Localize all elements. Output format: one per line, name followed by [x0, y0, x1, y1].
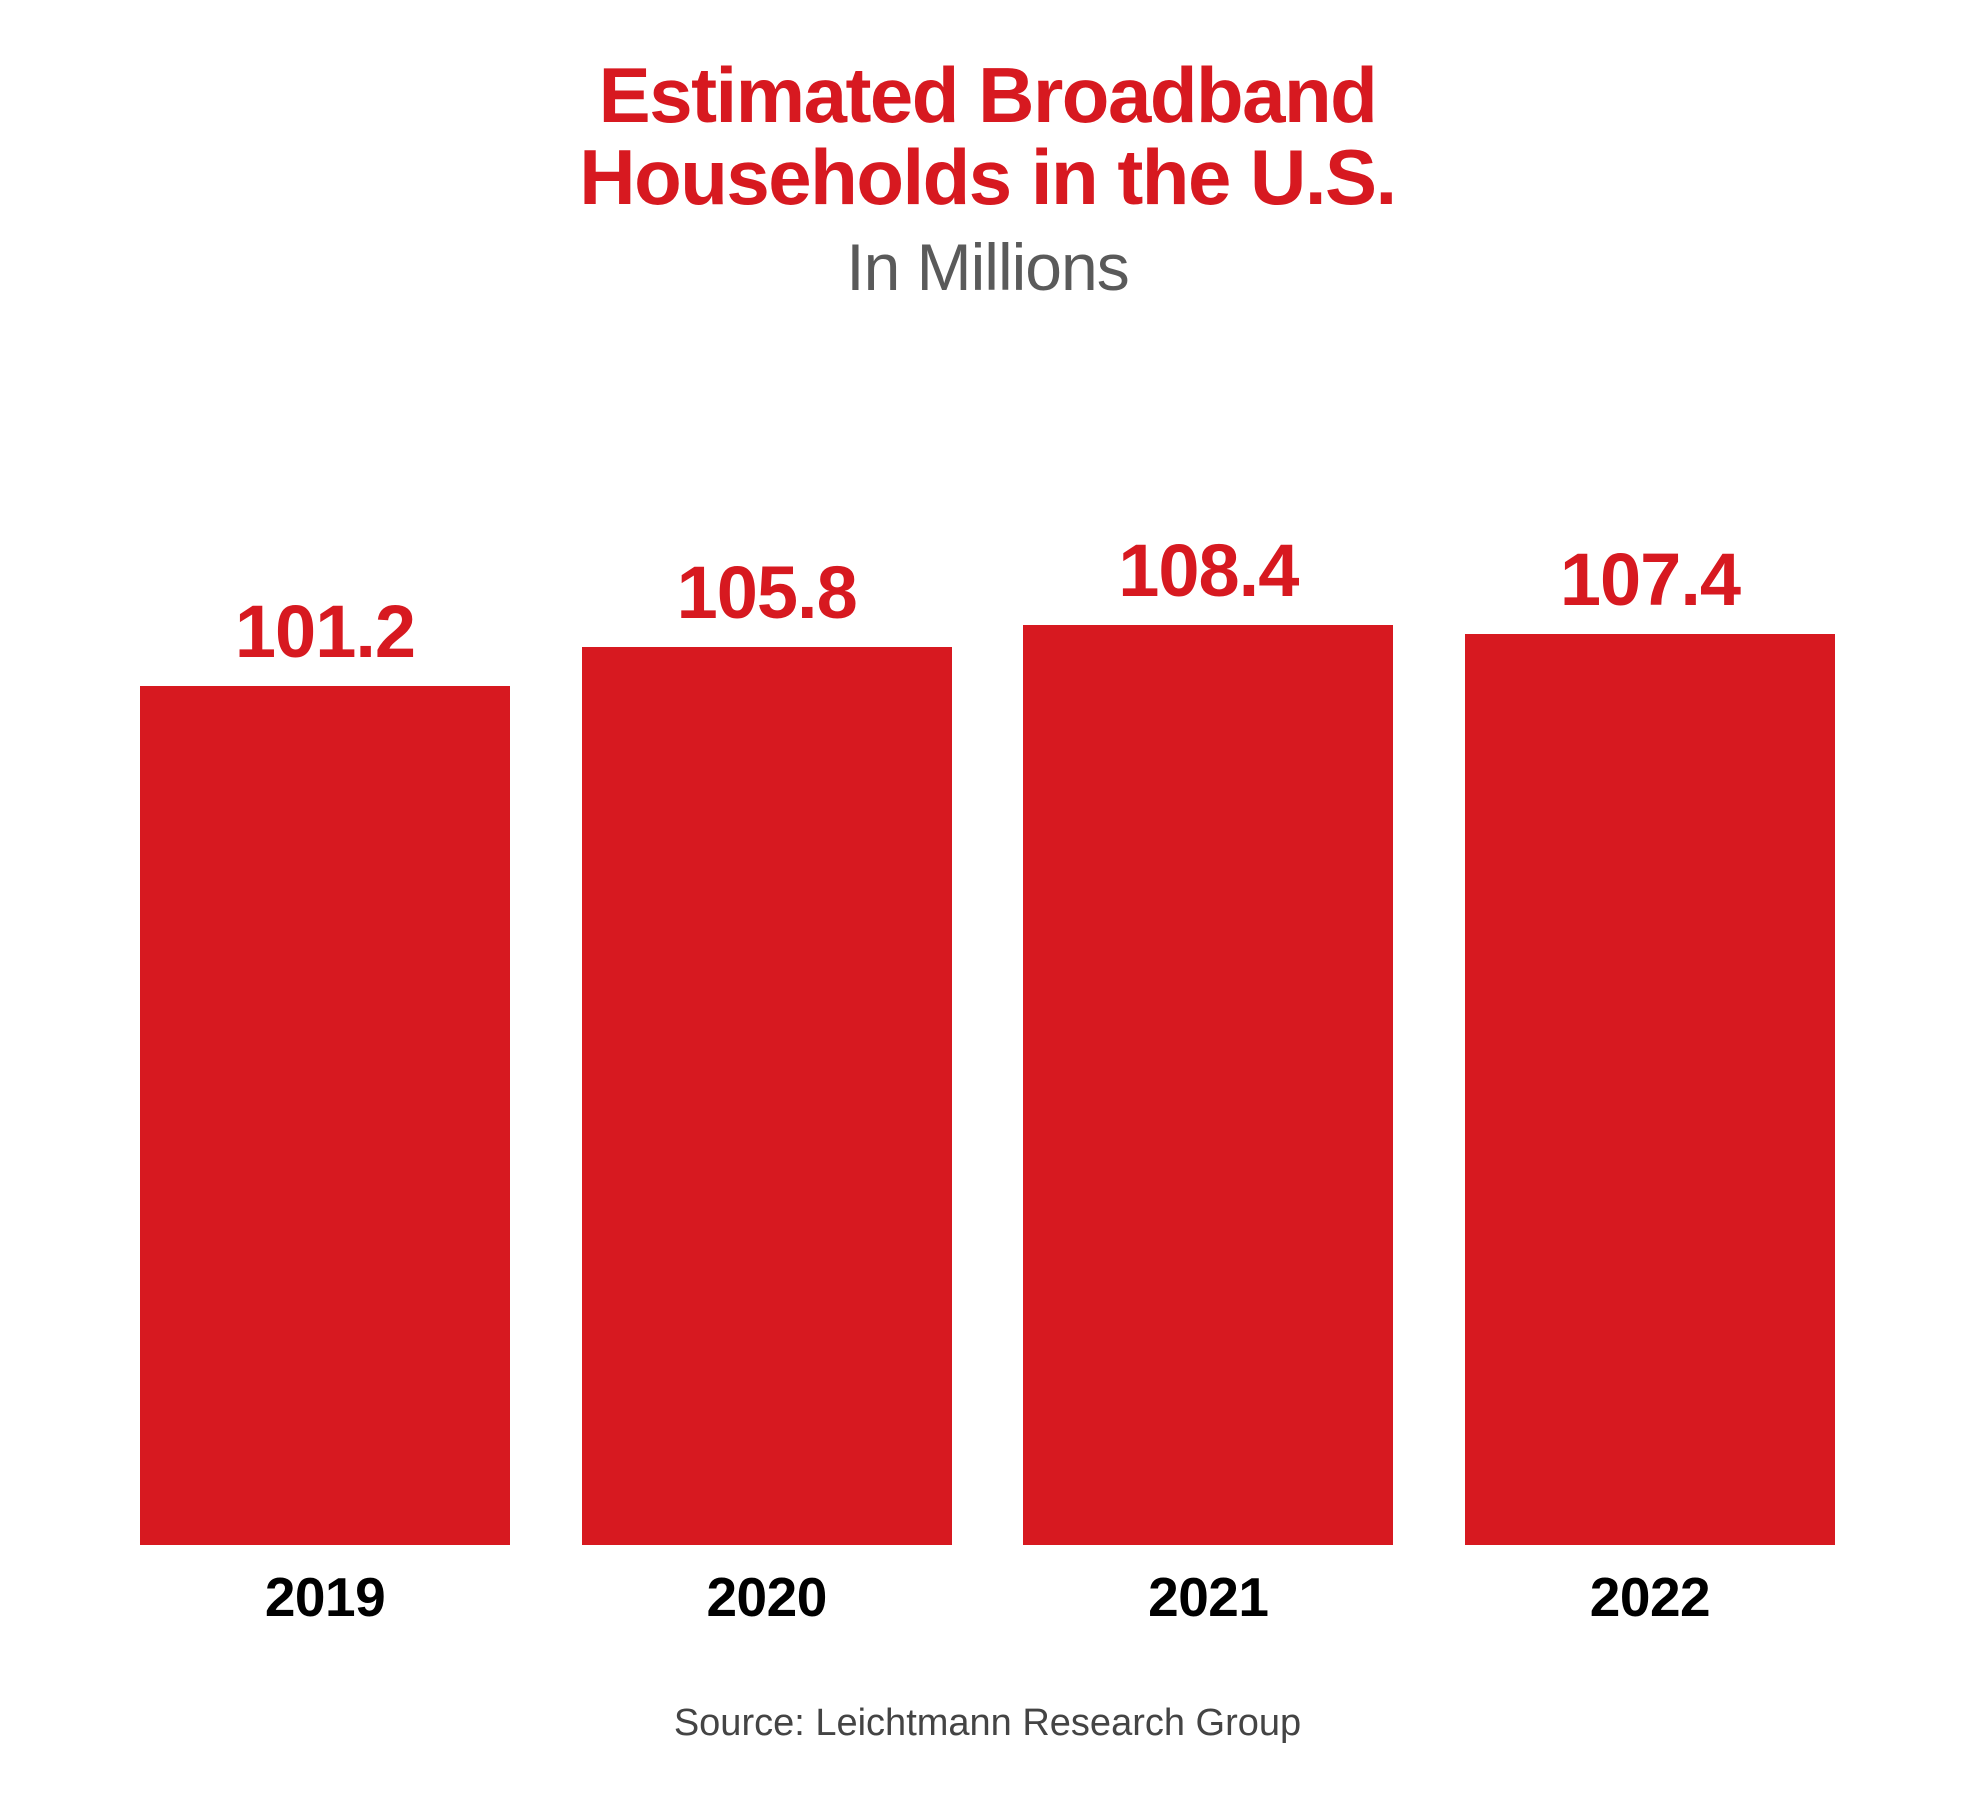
- bar-value-3: 107.4: [1560, 537, 1740, 622]
- bar-value-0: 101.2: [235, 589, 415, 674]
- bar-value-1: 105.8: [677, 550, 857, 635]
- bar-group-0: 101.2: [140, 589, 510, 1545]
- chart-title-line2: Households in the U.S.: [579, 133, 1395, 221]
- bar-1: [582, 647, 952, 1545]
- chart-header: Estimated Broadband Households in the U.…: [0, 55, 1975, 305]
- bar-group-3: 107.4: [1465, 537, 1835, 1546]
- bar-3: [1465, 634, 1835, 1546]
- chart-source: Source: Leichtmann Research Group: [0, 1702, 1975, 1745]
- x-label-3: 2022: [1465, 1565, 1835, 1655]
- chart-title: Estimated Broadband Households in the U.…: [0, 55, 1975, 219]
- chart-page: Estimated Broadband Households in the U.…: [0, 0, 1975, 1805]
- x-label-2: 2021: [1023, 1565, 1393, 1655]
- x-axis: 2019 2020 2021 2022: [140, 1565, 1835, 1655]
- chart-plot-area: 101.2 105.8 108.4 107.4: [140, 525, 1835, 1545]
- bar-0: [140, 686, 510, 1545]
- bar-2: [1023, 625, 1393, 1545]
- chart-subtitle: In Millions: [0, 229, 1975, 305]
- bar-value-2: 108.4: [1118, 528, 1298, 613]
- chart-title-line1: Estimated Broadband: [599, 51, 1377, 139]
- bar-group-2: 108.4: [1023, 528, 1393, 1545]
- x-label-1: 2020: [582, 1565, 952, 1655]
- bar-group-1: 105.8: [582, 550, 952, 1545]
- x-label-0: 2019: [140, 1565, 510, 1655]
